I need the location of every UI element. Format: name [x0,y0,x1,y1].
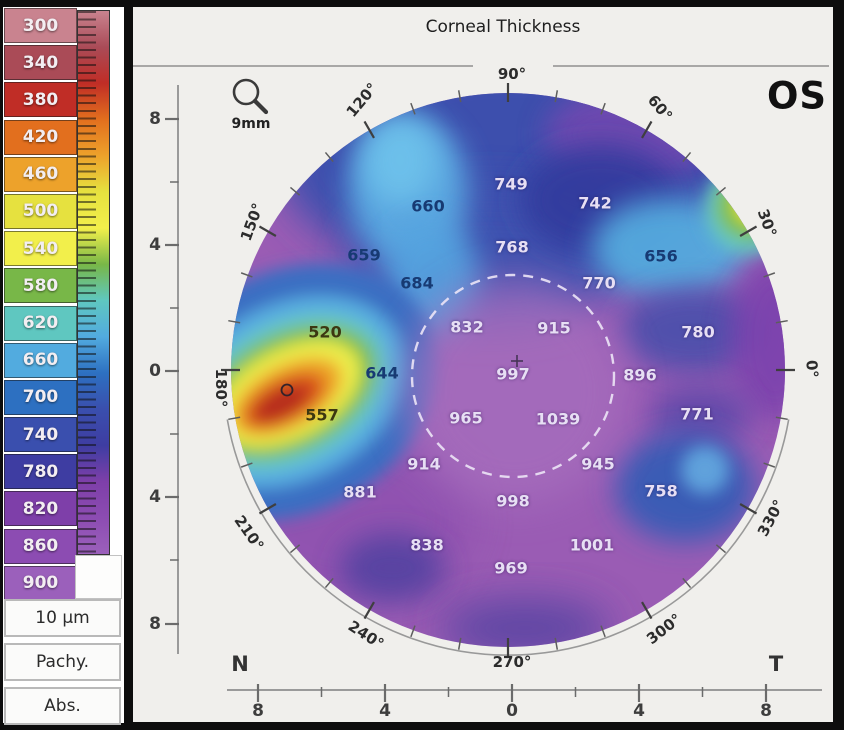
ring-tick-200 [240,462,253,468]
scale-block-540: 540 [4,231,77,267]
central-zone-dashed-circle [410,273,616,479]
ring-tick-160 [240,272,253,278]
center-cross-marker [511,355,523,367]
ring-tick-190 [228,416,241,421]
ring-tick-150 [258,225,277,237]
hot-spot-30deg [704,160,785,256]
ring-tick-80 [554,90,559,103]
ring-tick-250 [410,625,416,638]
ring-tick-240 [363,601,375,620]
magnifier-icon [232,78,269,115]
scale-unit-cell: 10 µm [4,599,121,637]
ring-tick-20 [763,272,776,278]
ring-tick-210 [258,503,277,515]
ring-tick-40 [715,186,727,196]
scale-block-580: 580 [4,268,77,304]
scale-block-660: 660 [4,342,77,378]
ring-tick-140 [289,186,301,196]
axis-ticks [165,117,768,702]
color-scale-gradient [77,10,110,555]
scale-white-notch [75,555,122,599]
scale-block-380: 380 [4,82,77,118]
scale-block-780: 780 [4,454,77,490]
ring-tick-220 [289,544,301,554]
ring-tick-50 [682,151,692,163]
color-scale-ruler-ticks [78,11,96,554]
ring-tick-120 [363,120,375,139]
scale-block-740: 740 [4,417,77,453]
ring-tick-110 [410,102,416,115]
color-scale-panel: 300 340 380 420 460 500 540 580 620 660 700 740 780 8… [3,7,124,725]
ring-ticks [221,83,795,657]
scale-block-860: 860 [4,528,77,564]
ring-tick-170 [228,319,241,324]
ring-tick-230 [324,577,334,589]
scale-block-300: 300 [4,8,77,43]
ring-tick-30 [739,225,758,237]
scale-block-820: 820 [4,491,77,527]
color-scale-blocks: 300 340 380 420 460 500 540 580 620 660 700 740 780 8… [3,8,77,603]
scale-block-900: 900 [4,565,77,601]
ring-tick-350 [775,416,788,421]
scale-map-cell: Pachy. [4,643,121,681]
ring-tick-340 [763,462,776,468]
scale-block-700: 700 [4,379,77,415]
ring-tick-290 [600,625,606,638]
scale-block-340: 340 [4,45,77,81]
ring-tick-330 [739,503,758,515]
scale-block-620: 620 [4,305,77,341]
scale-block-420: 420 [4,119,77,155]
ring-tick-70 [600,102,606,115]
scale-mode-cell: Abs. [4,687,121,725]
scale-block-500: 500 [4,193,77,229]
scale-block-460: 460 [4,156,77,192]
ring-tick-310 [682,577,692,589]
ring-tick-260 [457,637,462,650]
ring-tick-130 [324,151,334,163]
thinnest-point-marker [280,383,294,397]
ring-tick-60 [641,120,653,139]
ring-tick-280 [554,637,559,650]
ring-tick-320 [715,544,727,554]
contour-map-disk [231,93,785,647]
ring-tick-100 [457,90,462,103]
ring-tick-10 [775,319,788,324]
ring-tick-300 [641,601,653,620]
